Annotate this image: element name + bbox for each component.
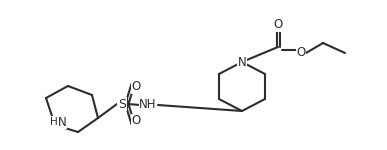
Text: NH: NH	[139, 99, 157, 111]
Text: S: S	[118, 98, 126, 111]
Text: O: O	[131, 81, 140, 93]
Text: N: N	[238, 56, 247, 69]
Text: H: H	[50, 117, 58, 127]
Text: N: N	[58, 116, 67, 129]
Text: O: O	[273, 18, 283, 32]
Text: O: O	[296, 46, 306, 60]
Text: O: O	[131, 114, 140, 128]
